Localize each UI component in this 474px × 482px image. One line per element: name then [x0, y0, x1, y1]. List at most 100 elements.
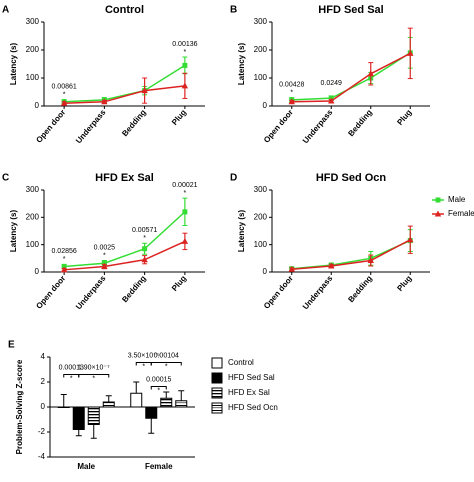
comparison-bracket — [150, 386, 167, 390]
x-tick-label: Male — [77, 462, 95, 471]
significance-mark: * — [63, 91, 66, 98]
x-tick-label: Bedding — [120, 274, 148, 304]
chart-title: HFD Sed Sal — [318, 4, 383, 16]
annotation: 0.00021 — [172, 182, 197, 189]
series-line — [291, 239, 411, 271]
x-tick-label: Open door — [262, 274, 295, 311]
series-line — [64, 211, 186, 268]
marker — [288, 98, 295, 105]
legend-swatch — [211, 402, 223, 414]
significance-mark: * — [92, 375, 95, 382]
legend-swatch — [211, 357, 223, 369]
panel-letter: E — [8, 340, 15, 351]
marker — [141, 256, 148, 263]
significance-mark: * — [70, 375, 73, 382]
y-tick-label: 300 — [254, 17, 268, 26]
x-tick-label: Plug — [395, 108, 413, 127]
series-line — [291, 52, 411, 103]
annotation: 0.00571 — [132, 227, 157, 234]
significance-mark: * — [290, 89, 293, 96]
significance-mark: * — [63, 256, 66, 263]
legend-swatch — [211, 372, 223, 384]
legend-label: Control — [228, 358, 254, 367]
bar — [87, 406, 100, 425]
marker — [101, 98, 108, 105]
x-tick-label: Open door — [262, 108, 295, 145]
y-tick-label: -2 — [38, 427, 46, 436]
marker — [60, 266, 68, 273]
marker — [328, 262, 335, 269]
series-line — [291, 239, 411, 270]
x-tick-label: Open door — [34, 108, 67, 145]
series-line — [291, 52, 411, 101]
y-axis-label: Latency (s) — [9, 210, 18, 253]
marker — [101, 263, 108, 270]
marker — [407, 236, 414, 243]
y-tick-label: 100 — [254, 73, 268, 82]
marker — [181, 237, 189, 244]
marker — [142, 246, 148, 252]
chart-title: HFD Sed Ocn — [316, 172, 387, 184]
comparison-bracket — [78, 374, 110, 378]
chart-title: Control — [105, 4, 144, 16]
y-tick-label: 2 — [41, 377, 46, 386]
x-tick-label: Underpass — [301, 273, 335, 311]
significance-mark: * — [184, 49, 187, 56]
marker — [141, 87, 148, 94]
panel-letter: C — [2, 173, 9, 184]
y-tick-label: 4 — [41, 352, 46, 361]
y-tick-label: 100 — [254, 240, 268, 249]
legend-swatch — [211, 387, 223, 399]
marker — [288, 265, 295, 272]
comparison-label: 3.50×10⁻⁵ — [128, 352, 160, 359]
y-tick-label: 200 — [26, 212, 40, 221]
y-axis-label: Latency (s) — [237, 43, 246, 86]
chart-title: HFD Ex Sal — [95, 172, 154, 184]
marker — [407, 49, 414, 56]
y-tick-label: 100 — [26, 73, 40, 82]
comparison-label: 0.00013 — [59, 364, 84, 371]
x-tick-label: Female — [145, 462, 173, 471]
x-tick-label: Plug — [395, 274, 413, 293]
legend-label: Female — [448, 209, 474, 218]
y-axis-label: Latency (s) — [237, 210, 246, 253]
comparison-label: 1.90×10⁻⁷ — [78, 364, 110, 371]
y-tick-label: 300 — [26, 17, 40, 26]
y-axis-label: Latency (s) — [9, 43, 18, 86]
y-tick-label: -4 — [38, 452, 46, 461]
x-tick-label: Plug — [170, 108, 188, 127]
bar — [145, 406, 158, 419]
legend-label: Male — [448, 195, 466, 204]
y-tick-label: 200 — [254, 45, 268, 54]
y-tick-label: 300 — [254, 185, 268, 194]
comparison-label: 0.00015 — [146, 376, 171, 383]
annotation: 0.02856 — [51, 248, 76, 255]
significance-mark: * — [143, 235, 146, 242]
annotation: 0.0025 — [94, 244, 116, 251]
annotation: 0.00428 — [279, 81, 304, 88]
annotation: 0.0249 — [321, 80, 343, 87]
x-tick-label: Bedding — [120, 108, 148, 138]
significance-mark: * — [157, 387, 160, 394]
bar — [130, 392, 143, 408]
significance-mark: * — [142, 363, 145, 370]
comparison-bracket — [150, 362, 182, 366]
y-tick-label: 0 — [263, 267, 268, 276]
significance-mark: * — [184, 190, 187, 197]
x-tick-label: Plug — [170, 274, 188, 293]
panel-letter: D — [230, 173, 237, 184]
series-line — [64, 64, 186, 103]
y-tick-label: 300 — [26, 185, 40, 194]
x-tick-label: Underpass — [301, 107, 335, 145]
legend-label: HFD Sed Ocn — [228, 403, 278, 412]
y-tick-label: 0 — [35, 267, 40, 276]
marker — [367, 70, 374, 77]
legend-marker — [435, 197, 441, 203]
y-tick-label: 200 — [26, 45, 40, 54]
bar — [57, 406, 70, 408]
significance-mark: * — [165, 363, 168, 370]
bar — [102, 401, 115, 408]
legend-marker — [434, 210, 442, 217]
y-tick-label: 0 — [35, 101, 40, 110]
